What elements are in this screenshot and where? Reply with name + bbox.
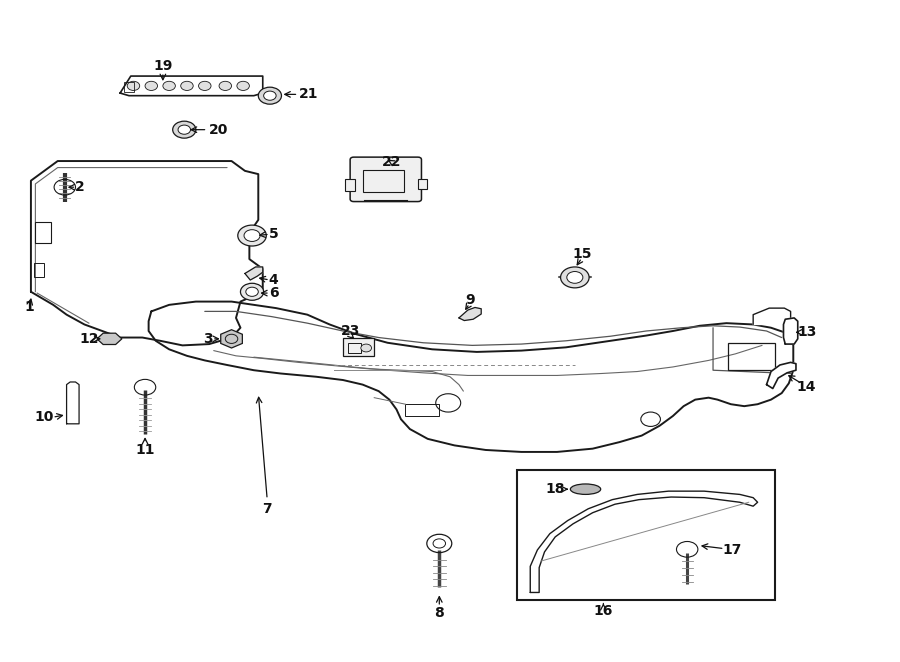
Circle shape [199,81,211,91]
Text: 22: 22 [382,156,401,169]
Text: 2: 2 [75,180,85,194]
Text: 5: 5 [268,227,278,241]
Circle shape [237,81,249,91]
Text: 3: 3 [202,332,212,346]
Text: 20: 20 [209,122,228,136]
Text: 6: 6 [268,286,278,300]
Bar [363,170,403,193]
Text: 19: 19 [153,60,173,73]
Polygon shape [767,362,796,389]
Text: 8: 8 [435,606,445,620]
Polygon shape [530,491,758,592]
Polygon shape [220,330,242,348]
Text: 21: 21 [300,87,319,101]
Circle shape [361,344,372,352]
Circle shape [244,230,260,242]
Polygon shape [120,76,263,96]
Polygon shape [784,318,797,344]
Text: 1: 1 [24,301,34,314]
Circle shape [238,225,266,246]
Ellipse shape [571,484,600,495]
Circle shape [240,283,264,301]
Text: 17: 17 [722,543,742,557]
Circle shape [264,91,276,100]
Polygon shape [67,382,79,424]
Circle shape [181,81,194,91]
Bar [418,179,427,189]
FancyBboxPatch shape [350,157,421,201]
Text: 12: 12 [79,332,99,346]
Text: 14: 14 [796,379,816,394]
Circle shape [258,87,282,104]
Polygon shape [245,267,263,280]
Bar [343,338,374,356]
Bar [33,263,44,277]
Bar [35,222,51,243]
Text: 11: 11 [135,443,155,457]
Polygon shape [31,161,263,346]
Circle shape [163,81,176,91]
Bar [728,343,775,370]
Text: 10: 10 [34,410,54,424]
Bar [345,179,356,191]
Text: 13: 13 [797,325,816,340]
Text: 4: 4 [268,273,278,287]
Circle shape [567,271,583,283]
Circle shape [561,267,590,288]
Text: 15: 15 [572,247,591,261]
Text: 23: 23 [340,324,360,338]
Polygon shape [148,302,793,452]
Text: 9: 9 [464,293,474,307]
Circle shape [145,81,158,91]
Text: 7: 7 [263,502,272,516]
Polygon shape [459,307,482,320]
Bar [405,404,439,416]
Circle shape [173,121,196,138]
Polygon shape [97,333,122,344]
Bar [517,469,776,600]
Polygon shape [753,308,790,324]
Text: 18: 18 [545,482,565,496]
Bar [348,344,361,353]
Bar [123,82,134,93]
Circle shape [219,81,231,91]
Text: 16: 16 [594,604,613,618]
Circle shape [246,287,258,297]
Circle shape [178,125,191,134]
Circle shape [127,81,140,91]
